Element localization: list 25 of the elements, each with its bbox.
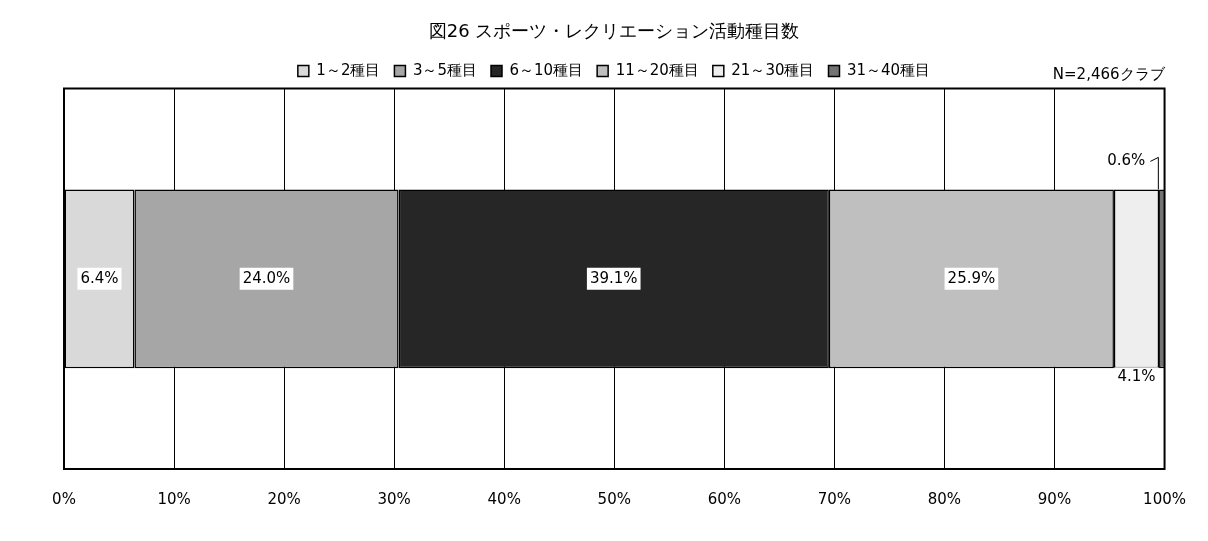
x-tick-label: 60% xyxy=(707,489,742,508)
data-label: 24.0% xyxy=(242,268,291,287)
legend-label: 31～40種目 xyxy=(846,60,931,79)
x-tick-label: 20% xyxy=(267,489,301,508)
text: N=2,466クラブ xyxy=(1052,64,1166,83)
x-tick-label: 70% xyxy=(817,489,852,508)
x-tick-label: 30% xyxy=(377,489,411,508)
data-label: 6.4% xyxy=(80,268,119,287)
chart-title: 図26 スポーツ・レクリエーション活動種目数 xyxy=(428,20,800,42)
data-label: 39.1% xyxy=(589,268,638,287)
x-tick-label: 40% xyxy=(487,489,521,508)
legend-label: 3～5種目 xyxy=(412,60,478,79)
data-label: 4.1% xyxy=(1117,367,1156,386)
legend-label: 11～20種目 xyxy=(615,60,699,79)
x-tick-label: 80% xyxy=(927,489,962,508)
data-label: 25.9% xyxy=(947,268,996,287)
legend-label: 6～10種目 xyxy=(509,60,584,79)
x-tick-label: 90% xyxy=(1037,489,1072,508)
x-tick-label: 0% xyxy=(52,489,76,508)
data-label: 0.6% xyxy=(1107,151,1146,170)
legend-label: 21～30種目 xyxy=(731,60,815,79)
legend-label: 1～2種目 xyxy=(316,60,381,79)
x-tick-label: 100% xyxy=(1143,489,1186,508)
x-tick-label: 50% xyxy=(597,489,631,508)
x-tick-label: 10% xyxy=(157,489,191,508)
